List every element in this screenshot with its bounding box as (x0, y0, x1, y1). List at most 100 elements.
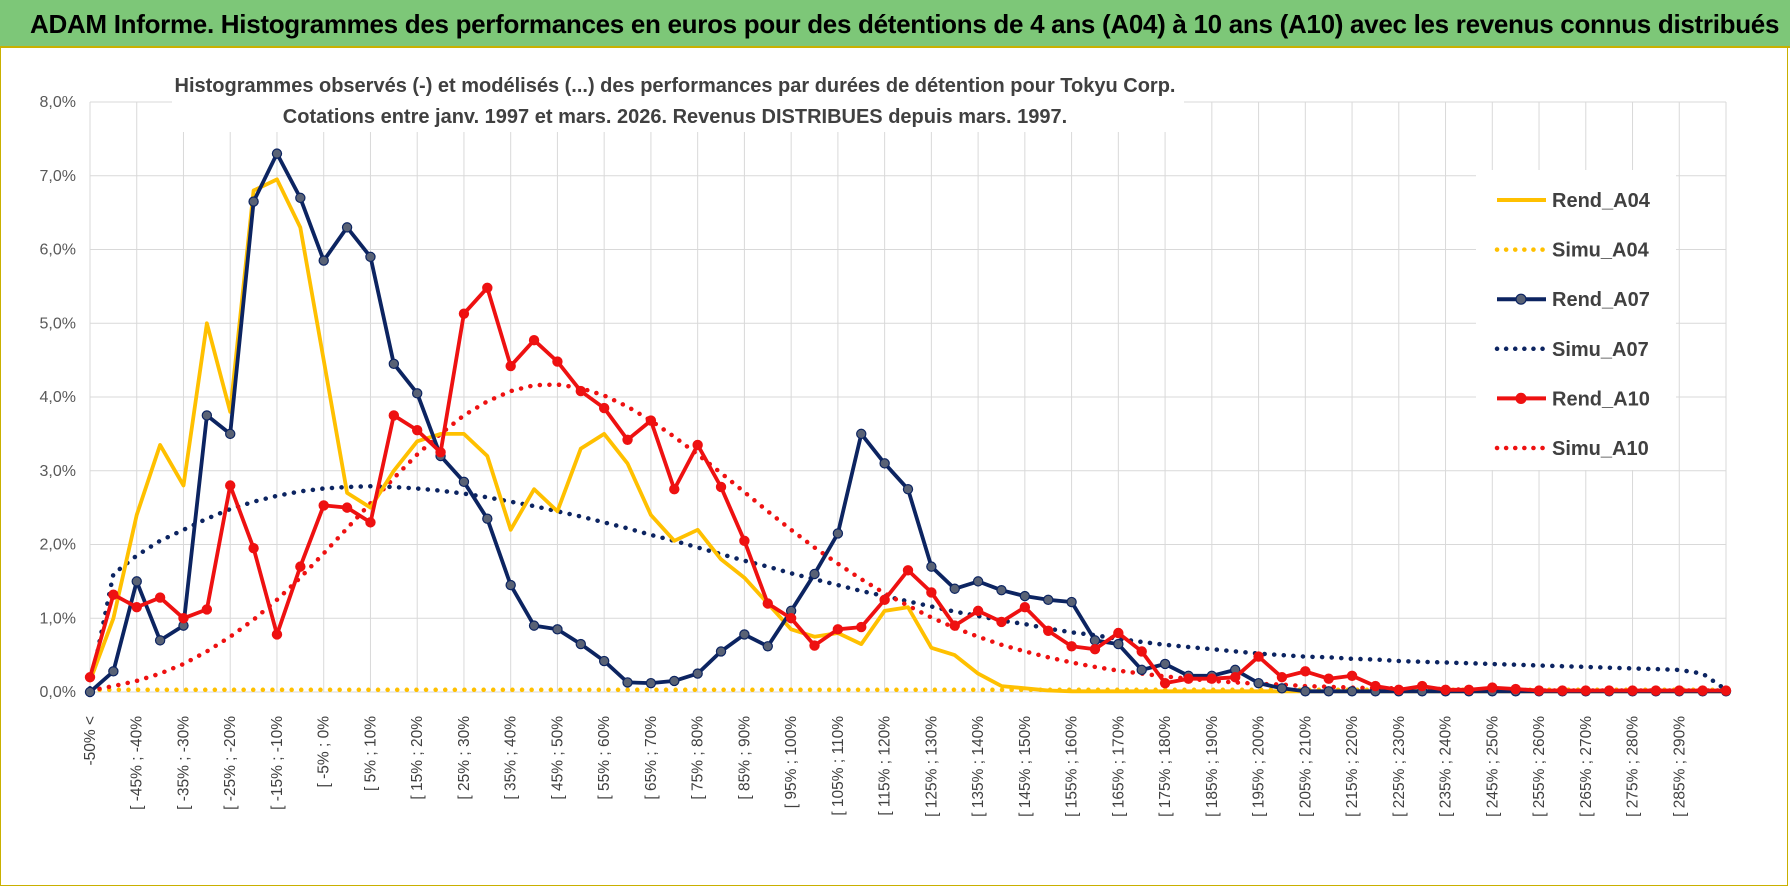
data-point-Rend_A07 (271, 148, 283, 159)
data-point-Rend_A07 (505, 579, 516, 591)
data-point-Rend_A10 (739, 535, 750, 547)
x-tick-label: [ 285% ; 290% (1671, 716, 1688, 817)
report-banner: ADAM Informe. Histogrammes des performan… (0, 0, 1790, 48)
data-point-Rend_A10 (715, 481, 727, 493)
legend-item-Rend_A04: Rend_A04 (1497, 190, 1651, 212)
y-axis-ticks: 0,0% 1,0% 2,0% 3,0% 4,0% 5,0% 6,0% 7,0% 8,0% (40, 94, 76, 701)
data-point-Rend_A10 (1674, 685, 1685, 696)
y-tick-label: 0,0% (40, 684, 76, 701)
data-point-Rend_A10 (575, 385, 587, 397)
data-point-Rend_A10 (972, 605, 984, 617)
x-tick-label: [ 35% ; 40% (503, 716, 520, 800)
data-point-Rend_A10 (295, 561, 306, 572)
data-point-Rend_A10 (1440, 684, 1451, 695)
data-point-Rend_A07 (365, 251, 376, 263)
x-tick-label: [ 85% ; 90% (736, 716, 753, 800)
data-point-Rend_A07 (201, 410, 213, 421)
data-point-Rend_A10 (341, 502, 353, 513)
data-point-Rend_A10 (505, 360, 516, 372)
y-tick-label: 6,0% (40, 242, 76, 259)
chart-title-line1: Histogrammes observés (-) et modélisés (… (175, 75, 1176, 97)
data-point-Rend_A10 (1183, 673, 1194, 684)
data-point-Rend_A10 (271, 629, 283, 640)
data-point-Rend_A10 (645, 415, 657, 426)
series-Rend_A10 (84, 282, 1732, 696)
x-tick-label: [ 255% ; 260% (1531, 716, 1548, 817)
data-point-Rend_A10 (1113, 627, 1124, 639)
legend-marker (1515, 293, 1527, 305)
data-point-Rend_A10 (1323, 673, 1334, 684)
page-border (0, 46, 1788, 886)
data-point-Rend_A10 (1393, 684, 1405, 695)
legend-label: Simu_A07 (1552, 339, 1649, 361)
chart-title-line2: Cotations entre janv. 1997 et mars. 2026… (283, 106, 1067, 128)
data-point-Rend_A07 (832, 528, 844, 539)
data-point-Rend_A07 (972, 576, 984, 587)
data-point-Rend_A07 (528, 620, 540, 631)
data-point-Rend_A07 (669, 675, 680, 687)
data-point-Rend_A10 (1136, 646, 1147, 657)
x-tick-label: [ 45% ; 50% (549, 716, 566, 800)
y-tick-label: 1,0% (40, 610, 76, 627)
data-point-Rend_A10 (1089, 644, 1101, 655)
data-point-Rend_A07 (1043, 594, 1054, 606)
data-point-Rend_A10 (1487, 682, 1498, 693)
data-point-Rend_A10 (762, 598, 773, 609)
data-point-Rend_A10 (1463, 684, 1475, 695)
data-point-Rend_A07 (1089, 635, 1101, 646)
data-point-Rend_A10 (388, 410, 400, 421)
x-tick-label: [ -45% ; -40% (129, 716, 146, 810)
data-point-Rend_A07 (458, 476, 470, 488)
x-axis-ticks: -50% < [ -45% ; -40% [ -35% ; -30% [ -25% ;… (82, 716, 1688, 817)
data-point-Rend_A10 (832, 624, 844, 635)
data-point-Rend_A07 (1276, 683, 1288, 694)
data-point-Rend_A10 (1603, 685, 1615, 696)
y-tick-label: 3,0% (40, 463, 76, 480)
data-point-Rend_A07 (225, 428, 236, 440)
x-tick-label: [ 145% ; 150% (1017, 716, 1034, 817)
data-point-Rend_A07 (552, 624, 563, 635)
data-point-Rend_A10 (458, 308, 470, 319)
x-tick-label: [ 25% ; 30% (456, 716, 473, 800)
y-tick-label: 4,0% (40, 389, 76, 406)
data-point-Rend_A07 (902, 483, 914, 495)
data-point-Rend_A07 (809, 568, 820, 580)
x-tick-label: [ 55% ; 60% (596, 716, 613, 800)
legend-item-Simu_A07: Simu_A07 (1494, 339, 1649, 361)
data-point-Rend_A10 (856, 621, 867, 633)
data-point-Rend_A10 (178, 613, 189, 624)
x-tick-label: [ 175% ; 180% (1157, 716, 1174, 817)
x-tick-label: [ 75% ; 80% (690, 716, 707, 800)
data-point-Rend_A10 (785, 613, 797, 624)
data-point-Rend_A07 (341, 222, 353, 233)
x-tick-label: -50% < (82, 716, 99, 766)
data-point-Rend_A10 (622, 434, 633, 445)
data-point-Rend_A10 (201, 604, 213, 615)
x-tick-label: [ 115% ; 120% (877, 716, 894, 816)
data-point-Rend_A07 (692, 668, 703, 679)
x-tick-label: [ 265% ; 270% (1578, 716, 1595, 817)
data-point-Rend_A07 (762, 641, 773, 652)
data-point-Rend_A10 (131, 601, 142, 613)
y-tick-label: 5,0% (40, 315, 76, 332)
data-point-Rend_A10 (1300, 666, 1311, 677)
data-point-Rend_A07 (645, 677, 657, 689)
legend-item-Rend_A10: Rend_A10 (1497, 388, 1650, 410)
data-point-Rend_A07 (318, 255, 329, 266)
data-point-Rend_A07 (1113, 638, 1124, 650)
x-tick-label: [ 95% ; 100% (783, 716, 800, 808)
x-tick-label: [ -25% ; -20% (222, 716, 239, 810)
data-point-Rend_A07 (1323, 686, 1334, 697)
data-point-Rend_A07 (295, 192, 306, 204)
series-layer (84, 148, 1732, 698)
data-point-Rend_A10 (1346, 670, 1358, 681)
data-point-Rend_A07 (856, 428, 867, 440)
x-tick-label: [ 275% ; 280% (1625, 716, 1642, 817)
legend-label: Rend_A04 (1552, 190, 1651, 212)
data-point-Rend_A10 (598, 402, 610, 414)
x-tick-label: [ 155% ; 160% (1064, 716, 1081, 817)
x-tick-label: [ 5% ; 10% (362, 716, 379, 791)
data-point-Rend_A07 (1159, 658, 1171, 670)
data-point-Rend_A10 (1370, 680, 1381, 692)
